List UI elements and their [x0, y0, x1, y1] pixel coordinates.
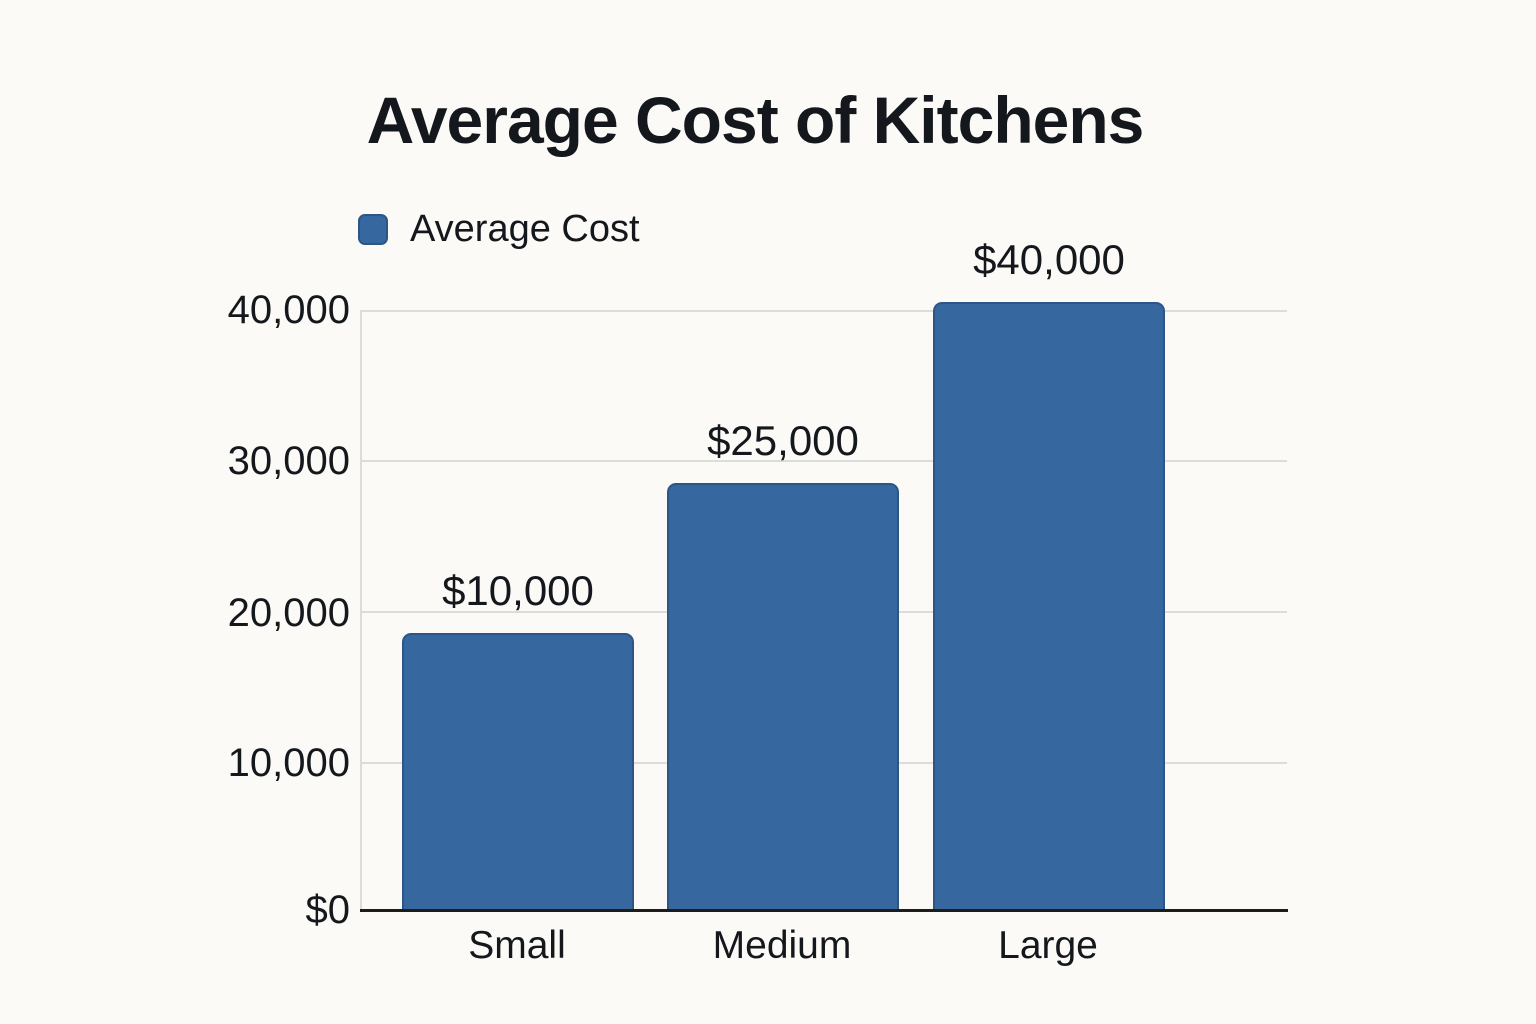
- legend-square-icon: [358, 214, 388, 245]
- legend: Average Cost: [358, 208, 640, 251]
- y-axis-tick-20000: 20,000: [227, 591, 350, 635]
- x-axis-label-small: Small: [468, 924, 566, 967]
- bar-value-label-large: $40,000: [973, 236, 1125, 283]
- bar-group-large: $40,000: [933, 236, 1165, 910]
- bar-large: [933, 302, 1165, 910]
- legend-label: Average Cost: [410, 208, 640, 250]
- x-axis-label-medium: Medium: [712, 924, 852, 967]
- bar-medium: [667, 483, 899, 910]
- x-axis-label-large: Large: [998, 924, 1098, 967]
- plot-area: $10,000 $25,000 $40,000: [360, 236, 1288, 912]
- bar-group-small: $10,000: [402, 310, 634, 910]
- y-axis-tick-10000: 10,000: [227, 741, 350, 785]
- bar-small: [402, 633, 634, 910]
- bar-value-label-small: $10,000: [442, 567, 594, 614]
- y-axis-tick-0: $0: [305, 888, 351, 932]
- bar-value-label-medium: $25,000: [707, 417, 859, 464]
- chart-title: Average Cost of Kitchens: [366, 83, 1145, 157]
- y-axis-tick-30000: 30,000: [227, 439, 350, 483]
- y-axis-border: [360, 310, 362, 910]
- bar-group-medium: $25,000: [667, 310, 899, 910]
- gridline-40000: [362, 310, 1287, 312]
- gridline-30000: [362, 460, 1287, 462]
- x-axis-line: [360, 909, 1288, 912]
- y-axis-tick-40000: 40,000: [227, 288, 350, 332]
